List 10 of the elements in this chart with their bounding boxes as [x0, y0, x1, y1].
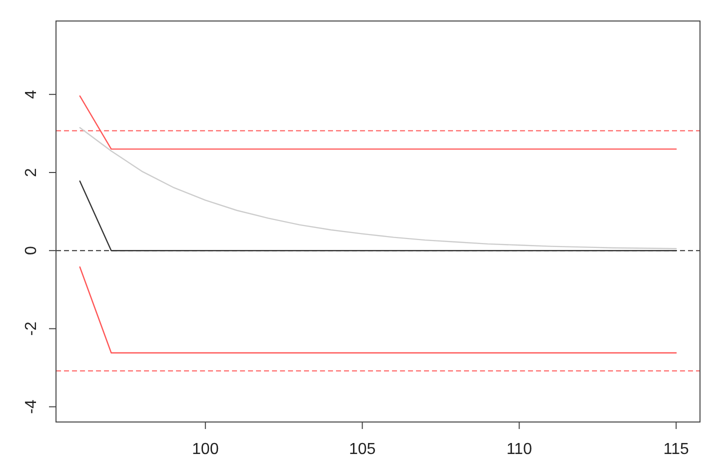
y-tick-label: 4	[23, 90, 40, 99]
x-tick-label: 105	[348, 441, 376, 458]
y-tick-label: 2	[23, 168, 40, 177]
line-series	[79, 126, 677, 250]
y-tick-label: 0	[23, 246, 40, 256]
y-tick-label: -2	[23, 321, 40, 336]
x-tick-label: 100	[192, 441, 219, 458]
y-tick-label: -4	[23, 400, 40, 414]
x-tick-label: 115	[663, 441, 689, 458]
x-tick-label: 110	[506, 441, 532, 458]
